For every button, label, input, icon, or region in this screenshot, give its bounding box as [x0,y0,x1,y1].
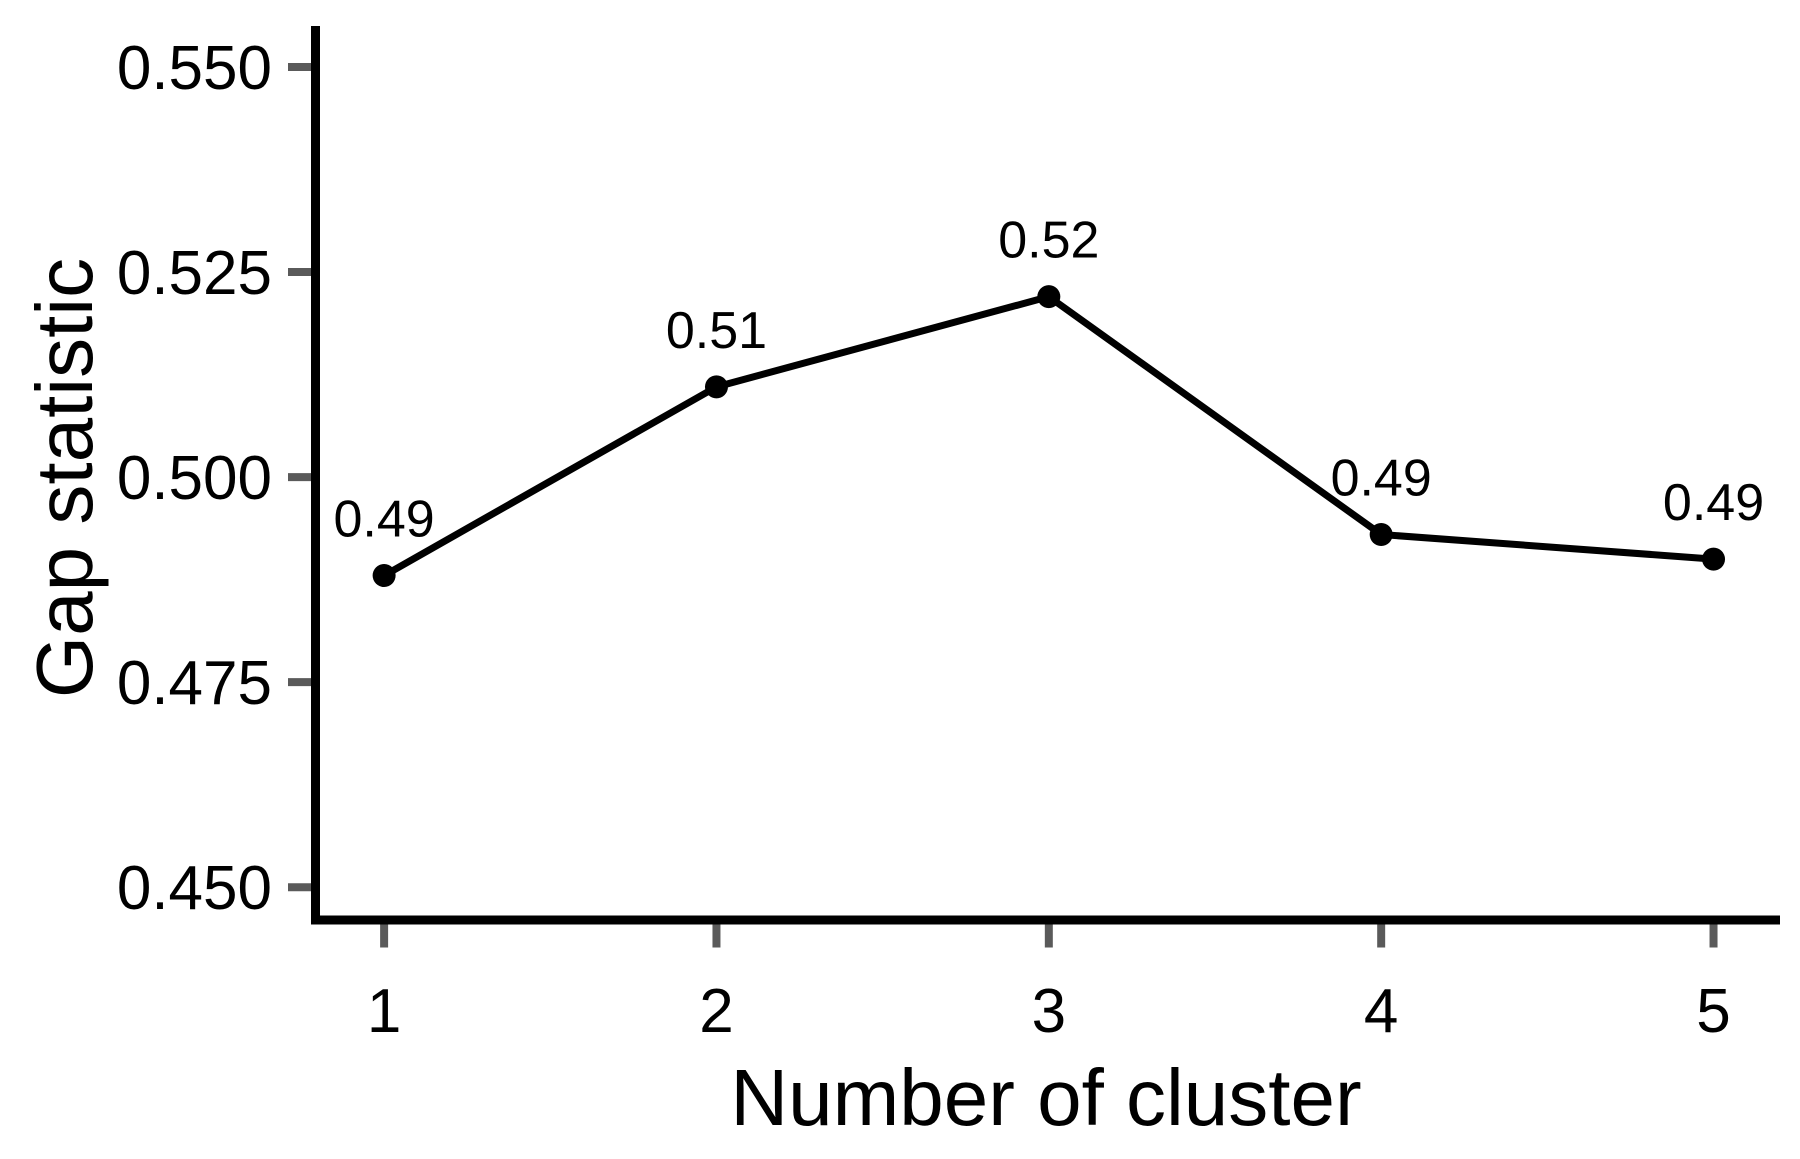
y-axis-title: Gap statistic [20,258,109,698]
data-point [372,564,396,588]
data-point-label: 0.51 [666,302,767,360]
y-tick-label: 0.500 [117,444,272,513]
data-point [1369,523,1393,547]
series-layer [372,285,1726,588]
data-point-label: 0.52 [998,212,1099,270]
x-tick-label: 5 [1696,977,1730,1046]
data-point-label: 0.49 [334,491,435,549]
x-axis-ticks: 1 2 3 4 5 [367,924,1731,1046]
x-tick-label: 4 [1364,977,1398,1046]
data-point-label: 0.49 [1663,474,1764,532]
x-tick-label: 1 [367,977,401,1046]
axis-spines [311,26,1780,925]
x-tick-label: 3 [1032,977,1066,1046]
y-axis-ticks: 0.450 0.475 0.500 0.525 0.550 [117,34,311,923]
data-point [1702,547,1726,571]
y-tick-label: 0.475 [117,649,272,718]
data-point [1037,285,1061,309]
data-point [704,375,728,399]
y-tick-label: 0.450 [117,854,272,923]
data-point-label: 0.49 [1331,450,1432,508]
y-tick-label: 0.525 [117,239,272,308]
series-line [380,293,1718,580]
x-axis-title: Number of cluster [730,1053,1361,1142]
y-tick-label: 0.550 [117,34,272,103]
point-labels-layer: 0.49 0.51 0.52 0.49 0.49 [334,212,1765,549]
x-tick-label: 2 [699,977,733,1046]
